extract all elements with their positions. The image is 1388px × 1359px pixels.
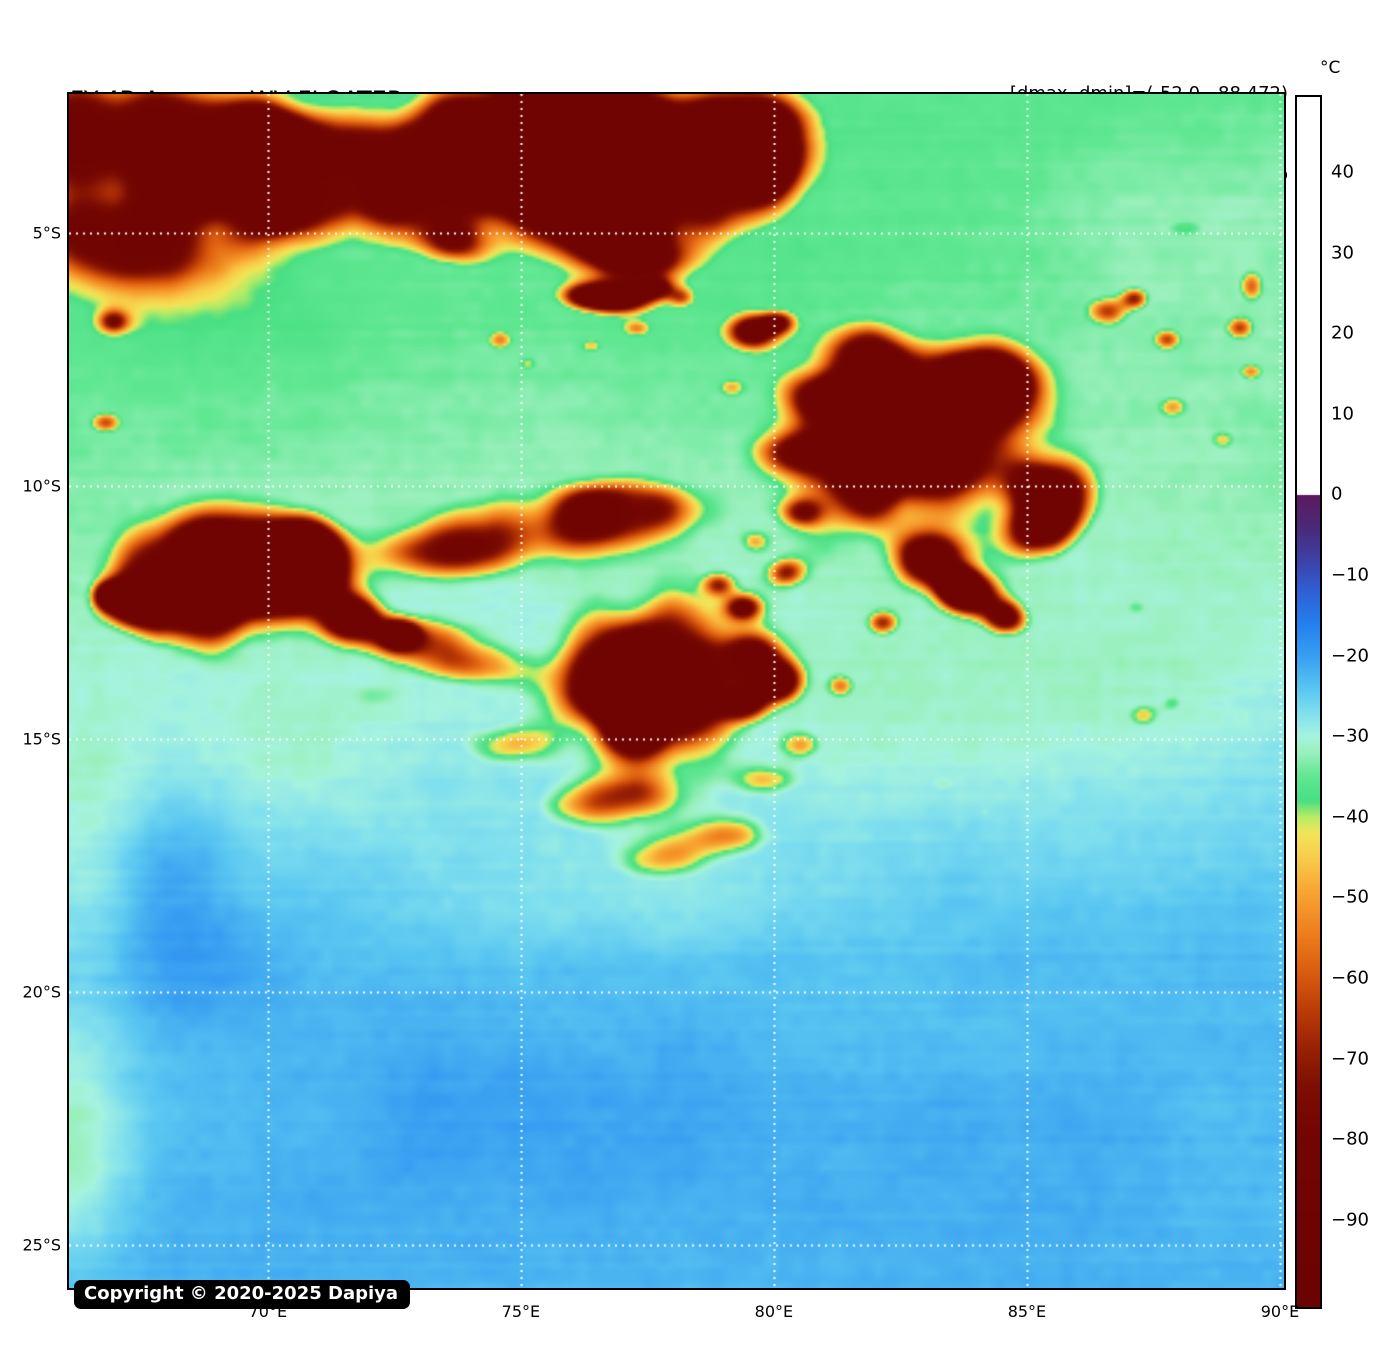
lat-tick-label-5s: 5°S [32,223,61,243]
lon-tick-label-90e: 90°E [1260,1302,1300,1321]
copyright-badge: Copyright © 2020-2025 Dapiya [74,1280,411,1309]
colorbar-tick-label--70: −70 [1331,1048,1369,1070]
lat-tick-label-25s: 25°S [22,1235,61,1255]
lon-tick-label-75e: 75°E [501,1302,541,1321]
map-plot-area [67,92,1286,1290]
lon-tick-label-80e: 80°E [754,1302,794,1321]
colorbar-tick-label-20: 20 [1331,322,1354,344]
colorbar-tick-label--80: −80 [1331,1128,1369,1150]
satellite-image-canvas [69,94,1284,1288]
colorbar-tick-label-10: 10 [1331,403,1354,425]
colorbar [1295,95,1322,1309]
colorbar-tick-label-0: 0 [1331,483,1343,505]
colorbar-tick-label--60: −60 [1331,967,1369,989]
colorbar-tick-label--90: −90 [1331,1209,1369,1231]
lat-tick-label-20s: 20°S [22,982,61,1002]
colorbar-tick-label-40: 40 [1331,161,1354,183]
colorbar-tick-label--10: −10 [1331,564,1369,586]
lon-tick-label-85e: 85°E [1007,1302,1047,1321]
colorbar-tick-label-30: 30 [1331,242,1354,264]
lat-tick-label-15s: 15°S [22,729,61,749]
colorbar-tick-label--40: −40 [1331,806,1369,828]
colorbar-tick-label--30: −30 [1331,725,1369,747]
lat-tick-label-10s: 10°S [22,476,61,496]
colorbar-tick-label--20: −20 [1331,645,1369,667]
colorbar-tick-label--50: −50 [1331,886,1369,908]
colorbar-gradient-canvas [1297,97,1320,1307]
colorbar-unit-label: °C [1320,58,1341,78]
